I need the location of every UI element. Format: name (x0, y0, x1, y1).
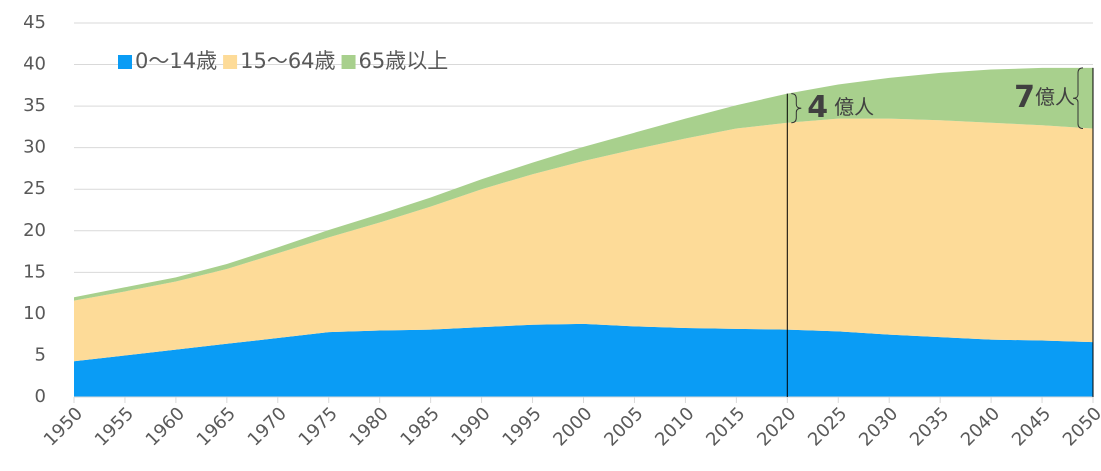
x-tick-label: 1995 (498, 403, 545, 450)
annotation-unit: 億人 (834, 95, 874, 119)
x-tick-label: 1965 (193, 403, 240, 450)
legend-swatch (341, 55, 356, 69)
y-tick-label: 5 (35, 344, 46, 365)
annotation-number: 7 (1014, 80, 1035, 115)
y-tick-label: 35 (23, 95, 46, 116)
x-tick-label: 1955 (91, 403, 138, 450)
x-tick-label: 1975 (295, 403, 342, 450)
area (74, 118, 1093, 362)
brace (791, 93, 802, 124)
x-tick-label: 2020 (753, 403, 800, 450)
x-tick-label: 2010 (651, 403, 698, 450)
x-tick-label: 2025 (804, 403, 851, 450)
x-tick-label: 2050 (1059, 403, 1101, 450)
area (74, 67, 1093, 301)
brace (1072, 67, 1084, 130)
y-tick-label: 0 (35, 386, 46, 407)
y-tick-label: 45 (23, 12, 46, 33)
x-tick-label: 1960 (142, 403, 189, 450)
y-tick-label: 10 (23, 303, 46, 324)
legend-label: 15～64歳 (240, 49, 335, 73)
x-tick-label: 2030 (855, 403, 902, 450)
x-tick-label: 2015 (702, 403, 749, 450)
annotation: 7億人 (1014, 80, 1075, 115)
x-tick-label: 2005 (600, 403, 647, 450)
y-tick-label: 25 (23, 178, 46, 199)
legend-swatch (118, 55, 132, 69)
y-tick-label: 30 (23, 137, 46, 158)
x-tick-label: 1990 (447, 403, 494, 450)
annotation: 4 億人 (807, 90, 874, 125)
x-tick-label: 2000 (549, 403, 596, 450)
x-tick-label: 2035 (906, 403, 953, 450)
y-tick-label: 40 (23, 54, 46, 75)
y-tick-label: 15 (23, 261, 46, 282)
area (74, 323, 1093, 397)
x-tick-label: 1970 (244, 403, 291, 450)
x-tick-label: 2040 (957, 403, 1004, 450)
x-tick-label: 1985 (396, 403, 443, 450)
annotation-unit: 億人 (1035, 85, 1075, 109)
x-tick-label: 1980 (346, 403, 393, 450)
legend-label: 65歳以上 (359, 49, 449, 73)
x-tick-label: 2045 (1008, 403, 1055, 450)
legend-swatch (223, 55, 238, 69)
legend-label: 0～14歳 (135, 49, 217, 73)
annotation-number: 4 (807, 90, 828, 125)
x-tick-label: 1950 (40, 403, 87, 450)
y-tick-label: 20 (23, 220, 46, 241)
